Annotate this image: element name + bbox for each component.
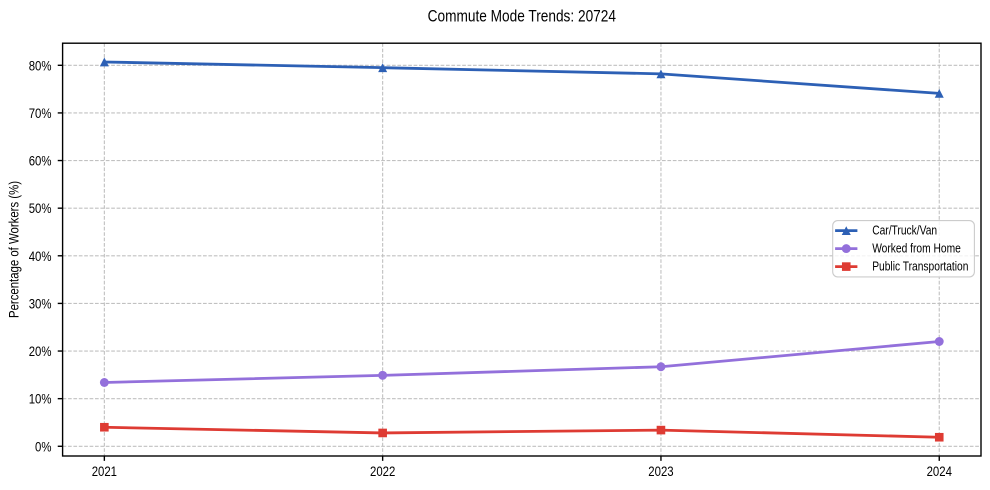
- svg-text:70%: 70%: [29, 106, 52, 121]
- svg-text:2024: 2024: [927, 464, 952, 479]
- svg-text:Public Transportation: Public Transportation: [872, 261, 968, 274]
- svg-text:Commute Mode Trends: 20724: Commute Mode Trends: 20724: [428, 7, 617, 26]
- svg-text:40%: 40%: [29, 249, 52, 264]
- svg-text:Car/Truck/Van: Car/Truck/Van: [872, 225, 937, 238]
- svg-text:2021: 2021: [92, 464, 117, 479]
- svg-text:2023: 2023: [648, 464, 673, 479]
- svg-text:80%: 80%: [29, 58, 52, 73]
- svg-text:60%: 60%: [29, 153, 52, 168]
- svg-text:0%: 0%: [35, 439, 51, 454]
- svg-text:Worked from Home: Worked from Home: [872, 243, 961, 256]
- svg-text:20%: 20%: [29, 344, 52, 359]
- svg-text:Percentage of Workers (%): Percentage of Workers (%): [7, 181, 22, 318]
- svg-text:30%: 30%: [29, 296, 52, 311]
- svg-text:2022: 2022: [370, 464, 395, 479]
- svg-text:50%: 50%: [29, 201, 52, 216]
- svg-text:10%: 10%: [29, 392, 52, 407]
